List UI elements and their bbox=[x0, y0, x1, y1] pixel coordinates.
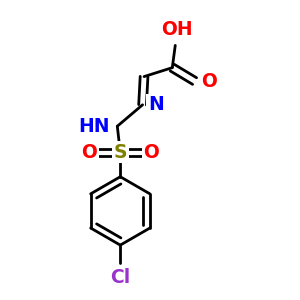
Text: O: O bbox=[201, 71, 217, 91]
Text: O: O bbox=[143, 143, 159, 162]
Text: N: N bbox=[148, 95, 164, 114]
Text: OH: OH bbox=[161, 20, 193, 39]
Text: Cl: Cl bbox=[110, 268, 130, 287]
Text: HN: HN bbox=[78, 117, 110, 136]
Text: S: S bbox=[113, 143, 127, 162]
Text: O: O bbox=[81, 143, 97, 162]
